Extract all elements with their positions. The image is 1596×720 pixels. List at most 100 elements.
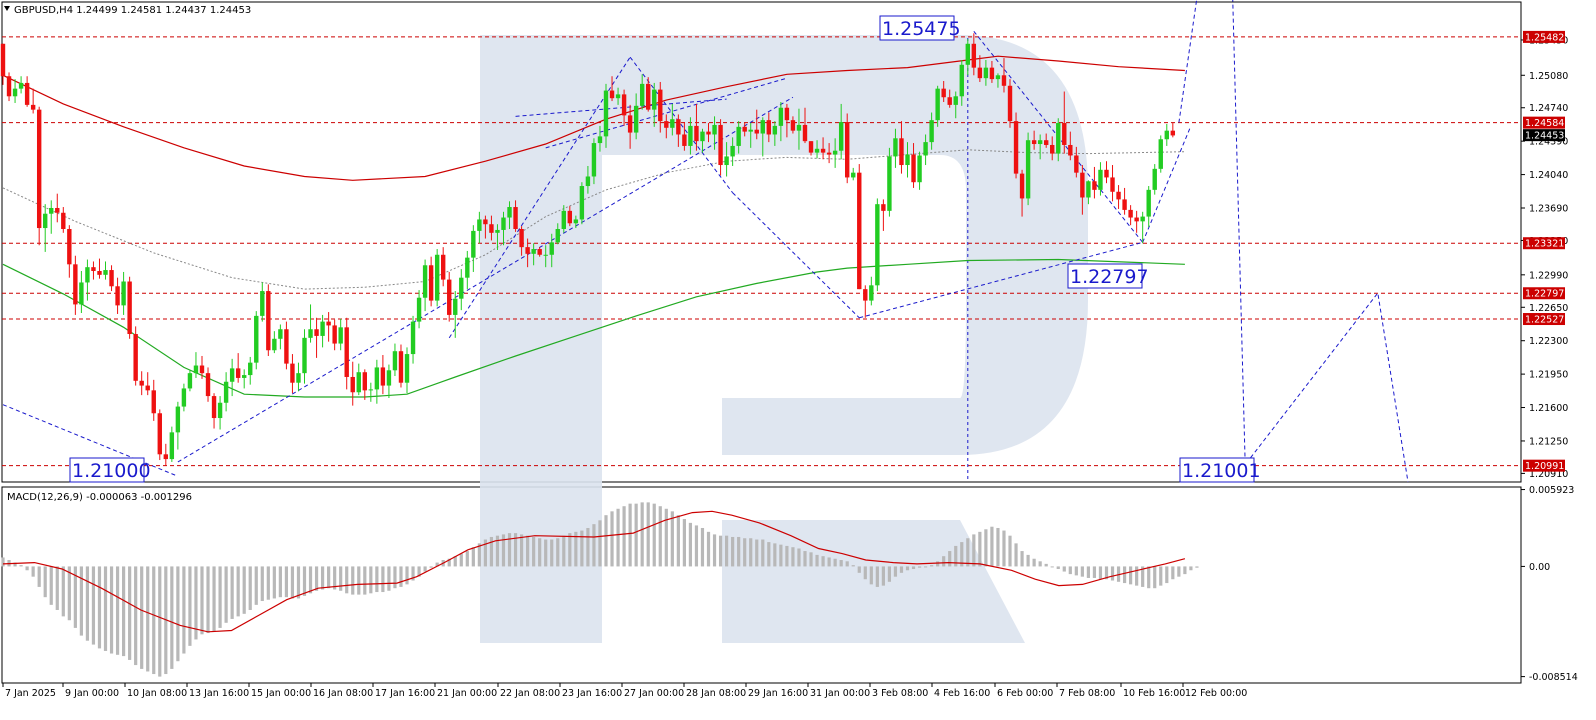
candle-body-36: [217, 402, 223, 419]
macd-bar-64: [387, 566, 391, 591]
price-tick-label-9: 1.22300: [1529, 336, 1568, 347]
candle-body-82: [495, 229, 500, 233]
macd-bar-16: [97, 566, 102, 649]
candle-110: [664, 114, 669, 139]
macd-bar-130: [785, 545, 789, 567]
macd-bar-81: [489, 536, 494, 567]
candle-160: [965, 39, 970, 76]
macd-bar-166: [1002, 530, 1006, 567]
macd-bar-48: [290, 566, 295, 599]
candle-body-130: [784, 107, 790, 121]
candle-body-166: [1001, 75, 1007, 86]
candle-body-165: [995, 75, 1001, 80]
macd-bar-159: [960, 542, 964, 567]
candle-body-72: [434, 254, 440, 301]
macd-bar-34: [206, 566, 210, 634]
candle-body-7: [43, 213, 48, 229]
time-label-19: 12 Feb 00:00: [1185, 688, 1247, 699]
level-tag-0: [1523, 30, 1565, 43]
candle-body-110: [664, 121, 669, 128]
candle-body-185: [1116, 191, 1121, 200]
candle-21: [127, 276, 132, 339]
candle-107: [646, 77, 651, 112]
candle-144: [869, 276, 874, 306]
macd-bar-134: [809, 552, 813, 567]
candle-152: [917, 151, 922, 190]
candle-94: [567, 206, 573, 227]
candle-body-54: [326, 321, 331, 326]
candle-body-192: [1158, 139, 1163, 169]
candle-body-14: [85, 267, 90, 283]
macd-tick-label-0: 0.005923: [1529, 485, 1574, 496]
candle-body-101: [609, 90, 615, 99]
candle-69: [416, 290, 422, 329]
candle-body-117: [706, 131, 711, 135]
candle-body-176: [1062, 123, 1067, 145]
candle-6: [36, 106, 42, 246]
candle-42: [254, 311, 259, 370]
candle-76: [459, 269, 464, 311]
candle-body-24: [145, 385, 150, 391]
macd-bar-193: [1165, 566, 1169, 584]
candle-24: [145, 372, 150, 396]
macd-bar-95: [574, 531, 578, 567]
candle-111: [670, 103, 675, 136]
candle-body-108: [652, 89, 657, 110]
macd-bar-17: [103, 566, 108, 651]
candle-body-2: [12, 88, 18, 97]
macd-bar-18: [109, 566, 114, 654]
candle-190: [1146, 186, 1151, 228]
candlesticks[interactable]: [0, 33, 1176, 466]
candle-body-44: [266, 291, 271, 351]
macd-bar-84: [507, 533, 512, 567]
macd-bar-88: [532, 536, 536, 567]
candle-body-167: [1007, 85, 1013, 122]
candle-154: [929, 112, 934, 150]
candle-body-113: [682, 134, 687, 146]
candle-167: [1007, 79, 1013, 128]
candle-47: [284, 321, 289, 370]
macd-bar-188: [1135, 566, 1139, 586]
time-label-7: 21 Jan 00:00: [437, 688, 497, 699]
macd-bar-45: [272, 566, 276, 599]
macd-bar-43: [260, 566, 264, 602]
price-tick-label-13: 1.20910: [1529, 469, 1568, 480]
candle-80: [483, 215, 488, 239]
annotation-box-2: [69, 457, 145, 483]
candle-129: [778, 102, 784, 142]
candle-64: [386, 364, 392, 398]
macd-bar-146: [881, 566, 885, 586]
macd-bar-167: [1008, 535, 1012, 567]
candle-body-27: [163, 454, 169, 460]
candle-68: [410, 315, 416, 364]
candle-31: [187, 370, 193, 392]
macd-bar-110: [664, 508, 668, 567]
candle-body-43: [260, 291, 265, 316]
candle-100: [603, 83, 609, 148]
candle-body-21: [127, 281, 132, 335]
candle-body-186: [1122, 199, 1127, 210]
level-tag-4: [1523, 313, 1565, 326]
candle-18: [109, 265, 114, 292]
macd-bar-136: [821, 556, 825, 567]
candle-133: [802, 107, 808, 144]
time-label-10: 27 Jan 00:00: [624, 688, 684, 699]
candle-body-89: [537, 249, 542, 255]
macd-bar-138: [833, 558, 837, 567]
candle-131: [790, 116, 796, 134]
macd-bar-47: [284, 566, 289, 598]
candle-body-11: [67, 228, 72, 265]
candle-162: [977, 55, 983, 82]
candle-body-103: [621, 94, 627, 116]
collapse-triangle-icon[interactable]: [4, 6, 10, 11]
candle-body-147: [887, 156, 892, 211]
candle-178: [1074, 146, 1079, 178]
candle-body-18: [109, 270, 114, 287]
candle-56: [338, 318, 343, 351]
time-label-17: 7 Feb 08:00: [1059, 688, 1115, 699]
candle-body-47: [284, 329, 289, 364]
macd-bar-139: [839, 560, 843, 567]
candle-body-3: [18, 82, 24, 89]
macd-bar-9: [55, 566, 59, 610]
candle-11: [67, 225, 72, 278]
